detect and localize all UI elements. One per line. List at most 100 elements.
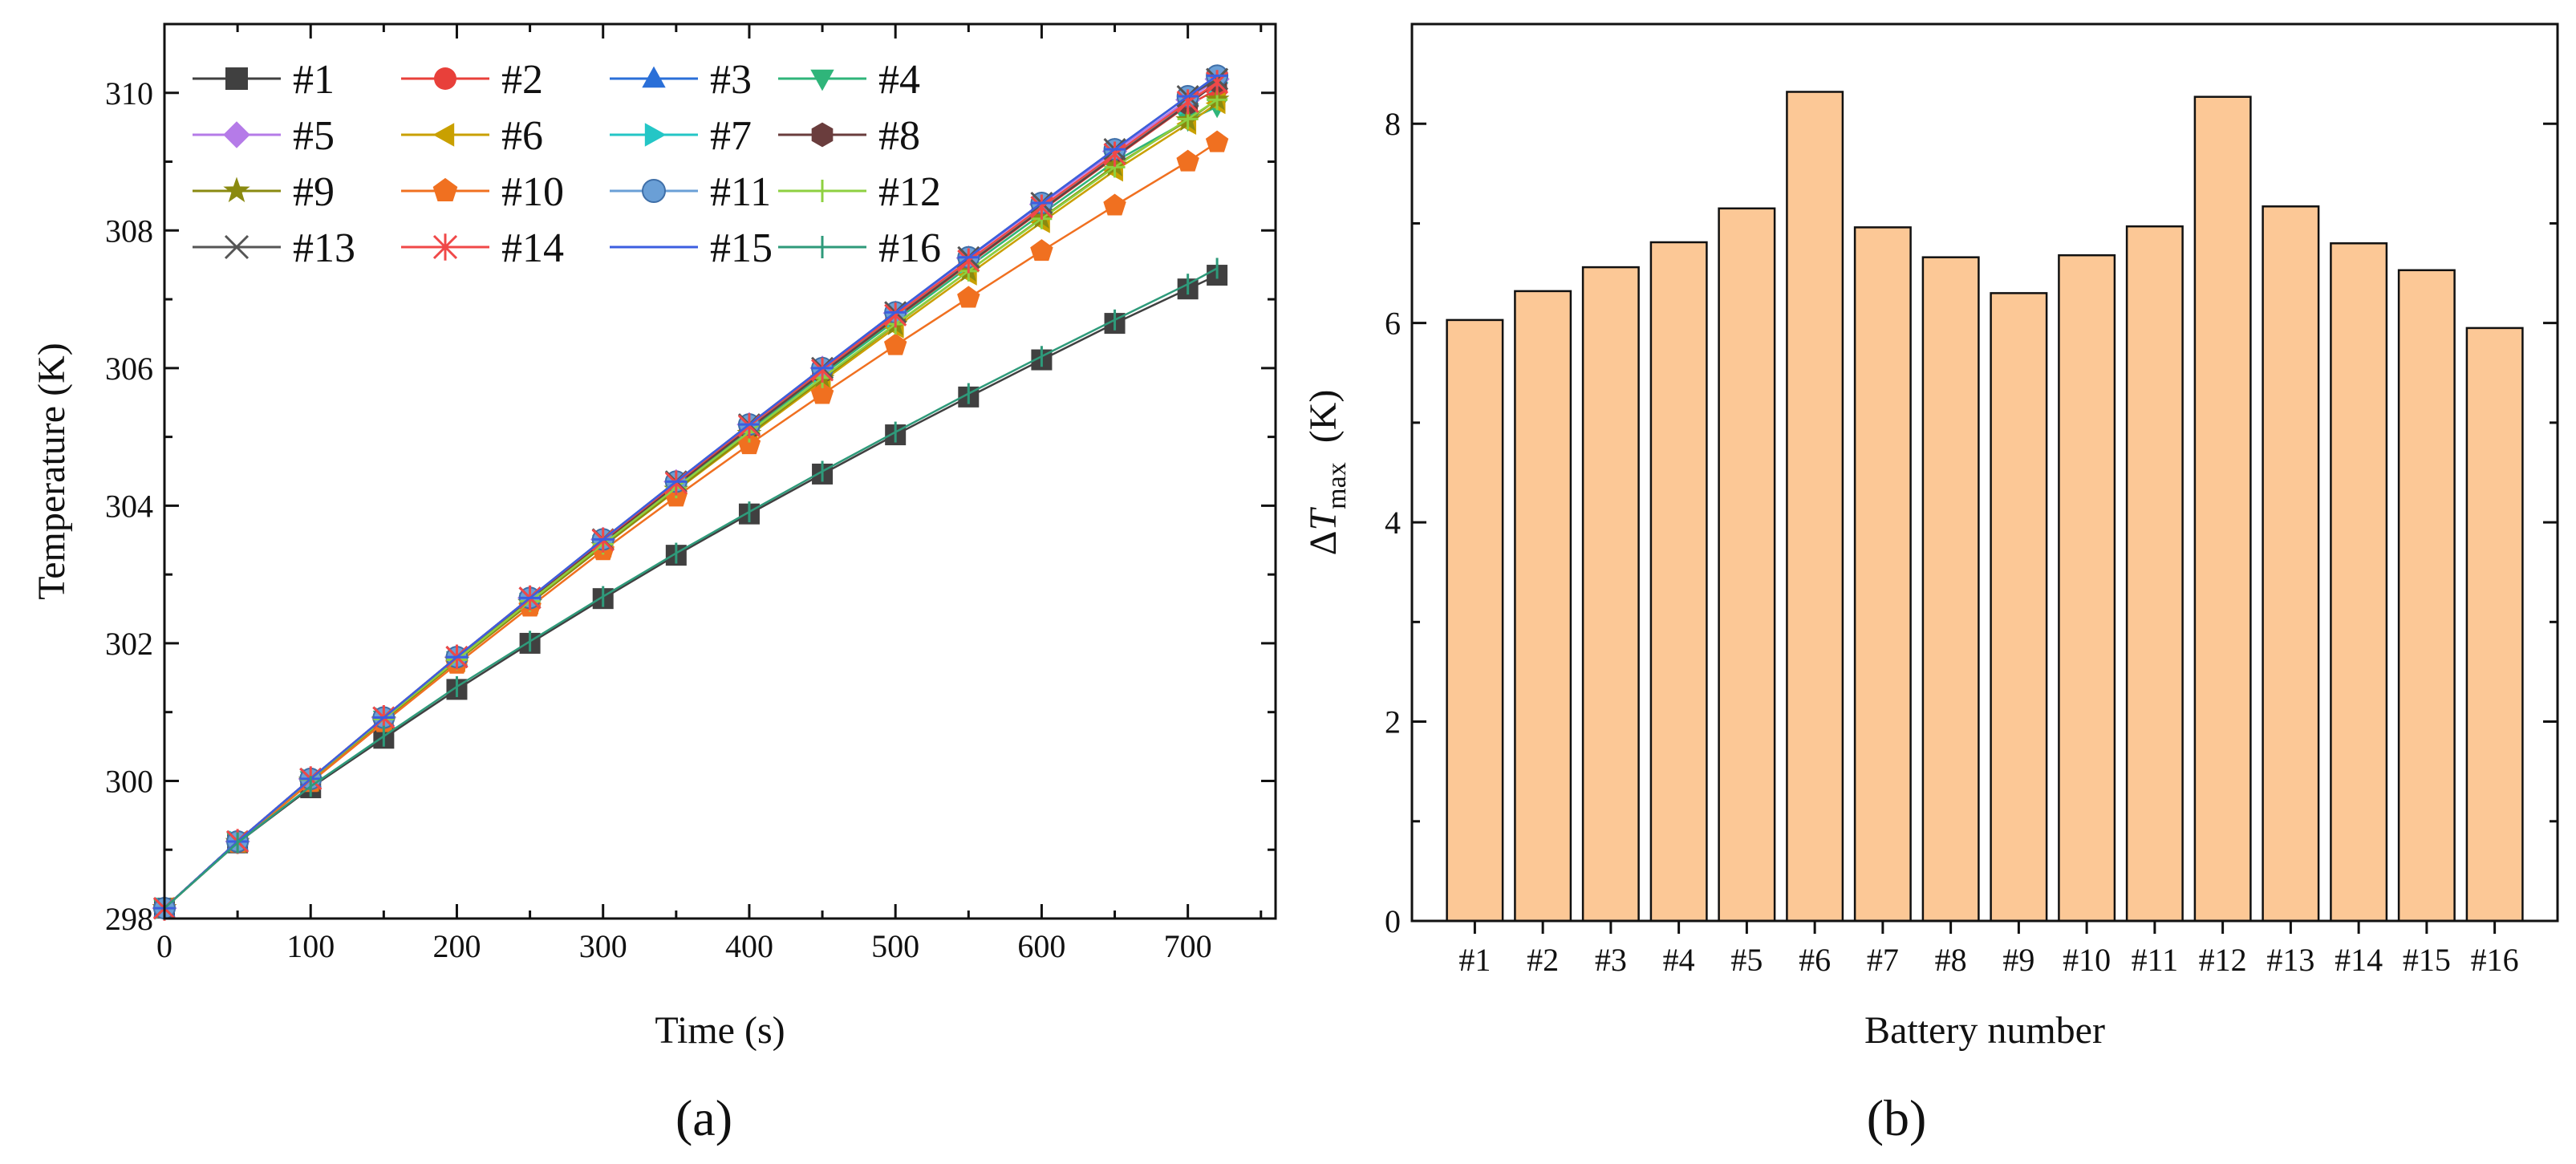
- x-tick-label: 500: [871, 928, 919, 964]
- legend-label: #1: [293, 57, 335, 103]
- x-tick-label: #3: [1595, 942, 1627, 978]
- line-chart-y-axis-title: Temperature (K): [30, 343, 73, 599]
- x-tick-label: #8: [1935, 942, 1967, 978]
- legend-item: #8: [778, 113, 920, 159]
- data-point: [810, 382, 834, 404]
- ylabel-symbol: T: [1302, 507, 1345, 531]
- legend-marker: [224, 234, 249, 260]
- bar-#9: [1990, 292, 2048, 923]
- legend-label: #11: [710, 169, 771, 215]
- y-tick-label: 308: [105, 213, 153, 249]
- y-tick-label: 298: [105, 901, 153, 937]
- y-tick-label: 0: [1385, 903, 1401, 939]
- bar-#8: [1921, 256, 1980, 923]
- x-tick-label: #13: [2266, 942, 2314, 978]
- legend-label: #15: [710, 225, 773, 271]
- ylabel-delta: Δ: [1302, 531, 1345, 556]
- legend-marker: [642, 179, 666, 203]
- data-point: [737, 432, 761, 455]
- bar-#1: [1446, 318, 1504, 923]
- series-line: [164, 102, 1218, 910]
- y-tick-label: 6: [1385, 306, 1401, 342]
- data-point: [883, 333, 907, 355]
- series-line: [164, 274, 1218, 910]
- legend-marker: [434, 67, 456, 90]
- bar-#5: [1718, 207, 1776, 923]
- data-point: [1103, 193, 1126, 216]
- legend-label: #13: [293, 225, 355, 271]
- data-point: [1176, 149, 1199, 172]
- series-#16: [163, 258, 1219, 919]
- y-tick-label: 306: [105, 351, 153, 387]
- x-tick-label: #15: [2403, 942, 2451, 978]
- x-tick-label: 300: [579, 928, 627, 964]
- legend-label: #3: [710, 57, 752, 103]
- line-chart-series: [152, 64, 1230, 921]
- line-chart-panel: 0 100 200 300 400 500 600 700 298 300 302 304 306 308…: [30, 22, 1277, 1146]
- legend-item: #1: [193, 57, 335, 103]
- bar-#15: [2397, 269, 2456, 923]
- data-point: [957, 248, 980, 274]
- x-tick-label: #16: [2471, 942, 2519, 978]
- data-point: [1103, 141, 1126, 167]
- legend-label: #9: [293, 169, 335, 215]
- y-tick-label: 304: [105, 488, 153, 524]
- legend-item: #15: [610, 225, 773, 271]
- legend-label: #14: [501, 225, 564, 271]
- x-tick-label: 100: [286, 928, 335, 964]
- legend-item: #6: [401, 113, 543, 159]
- series-#1: [154, 265, 1228, 919]
- ylabel-unit: (K): [1302, 390, 1345, 444]
- bar-#2: [1514, 290, 1572, 923]
- x-tick-label: #11: [2132, 942, 2179, 978]
- bar-#4: [1649, 241, 1708, 923]
- data-point: [1030, 239, 1053, 262]
- series-line: [164, 99, 1218, 910]
- series-line: [164, 75, 1218, 910]
- y-tick-label: 8: [1385, 106, 1401, 142]
- data-point: [1030, 194, 1053, 220]
- legend-item: #9: [193, 169, 335, 215]
- legend-marker: [223, 121, 250, 148]
- legend-marker: [223, 176, 250, 203]
- legend-item: #10: [401, 169, 564, 215]
- bar-chart-panel: 0 2 4 6 8 #1 #2 #3 #4 #5 #6 #7 #8 #9 #10 #11 #12 #13 #14 #1…: [1302, 22, 2559, 1146]
- y-tick-label: 300: [105, 763, 153, 799]
- x-tick-label: #1: [1458, 942, 1491, 978]
- bar-#16: [2465, 326, 2524, 923]
- legend-item: #12: [778, 169, 941, 215]
- legend-item: #14: [401, 225, 564, 271]
- x-tick-label: #7: [1867, 942, 1899, 978]
- legend-label: #6: [501, 113, 543, 159]
- series-line: [164, 99, 1218, 910]
- legend-marker: [810, 69, 834, 91]
- legend-item: #13: [193, 225, 355, 271]
- bar-chart-x-axis-title: Battery number: [1864, 1009, 2105, 1052]
- x-tick-label: #5: [1730, 942, 1763, 978]
- legend-marker: [432, 123, 455, 147]
- bar-#12: [2193, 95, 2252, 923]
- legend-item: #2: [401, 57, 543, 103]
- bar-#3: [1581, 266, 1640, 923]
- panel-label-b: (b): [1867, 1089, 1927, 1146]
- panel-label-a: (a): [675, 1089, 732, 1146]
- bar-#11: [2125, 225, 2184, 923]
- x-tick-label: #12: [2199, 942, 2247, 978]
- line-chart-legend: #1 #2 #3 #4 #5 #6 #7 #8 #9 #10 #11 #12 #13 #14 #15 #16: [193, 57, 941, 271]
- legend-marker: [225, 67, 248, 90]
- legend-item: #7: [610, 113, 752, 159]
- data-point: [1176, 89, 1199, 115]
- x-tick-label: #14: [2335, 942, 2383, 978]
- y-tick-label: 310: [105, 75, 153, 112]
- bar-#14: [2330, 242, 2388, 923]
- legend-label: #7: [710, 113, 752, 159]
- x-tick-label: #10: [2063, 942, 2111, 978]
- x-tick-label: 200: [432, 928, 481, 964]
- legend-label: #5: [293, 113, 335, 159]
- legend-marker: [811, 180, 834, 202]
- line-chart-axes-ticks: 0 100 200 300 400 500 600 700 298 300 302 304 306 308…: [105, 22, 1276, 964]
- bar-chart-y-axis-title: ΔTmax (K): [1302, 390, 1352, 556]
- legend-item: #4: [778, 57, 920, 103]
- x-tick-label: 700: [1164, 928, 1212, 964]
